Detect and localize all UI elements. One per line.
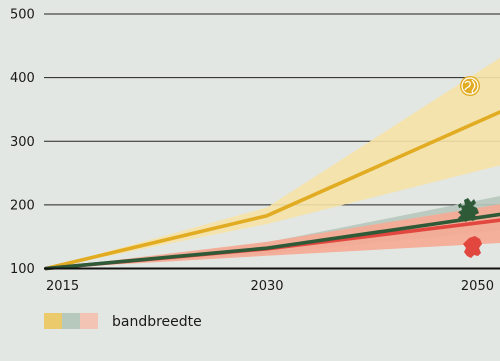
y-tick-labels: 100 200 300 400 500 (10, 8, 35, 278)
series-line-world (44, 110, 500, 271)
x-tick-labels: 2015 2030 2050 (46, 279, 494, 294)
series-lines (44, 110, 500, 271)
y-tick-label-200: 200 (10, 198, 35, 213)
legend: bandbreedte (44, 313, 202, 330)
y-tick-label-300: 300 (10, 135, 35, 150)
legend-swatch-nl (80, 313, 98, 329)
x-tick-label-2030: 2030 (250, 279, 283, 294)
netherlands-map-icon (463, 236, 482, 258)
x-tick-label-2050: 2050 (461, 279, 494, 294)
y-tick-label-400: 400 (10, 71, 35, 86)
globe-icon (460, 76, 480, 96)
band-world (46, 57, 500, 269)
x-tick-label-2015: 2015 (46, 279, 79, 294)
legend-label: bandbreedte (112, 314, 202, 330)
y-tick-label-100: 100 (10, 262, 35, 277)
legend-swatch-eu (62, 313, 80, 329)
uncertainty-bands (46, 57, 500, 269)
legend-swatch-world (44, 313, 62, 329)
europe-map-icon (458, 198, 479, 222)
series-line-eu (44, 212, 500, 271)
band-nl (46, 204, 500, 269)
y-tick-label-500: 500 (10, 8, 35, 23)
